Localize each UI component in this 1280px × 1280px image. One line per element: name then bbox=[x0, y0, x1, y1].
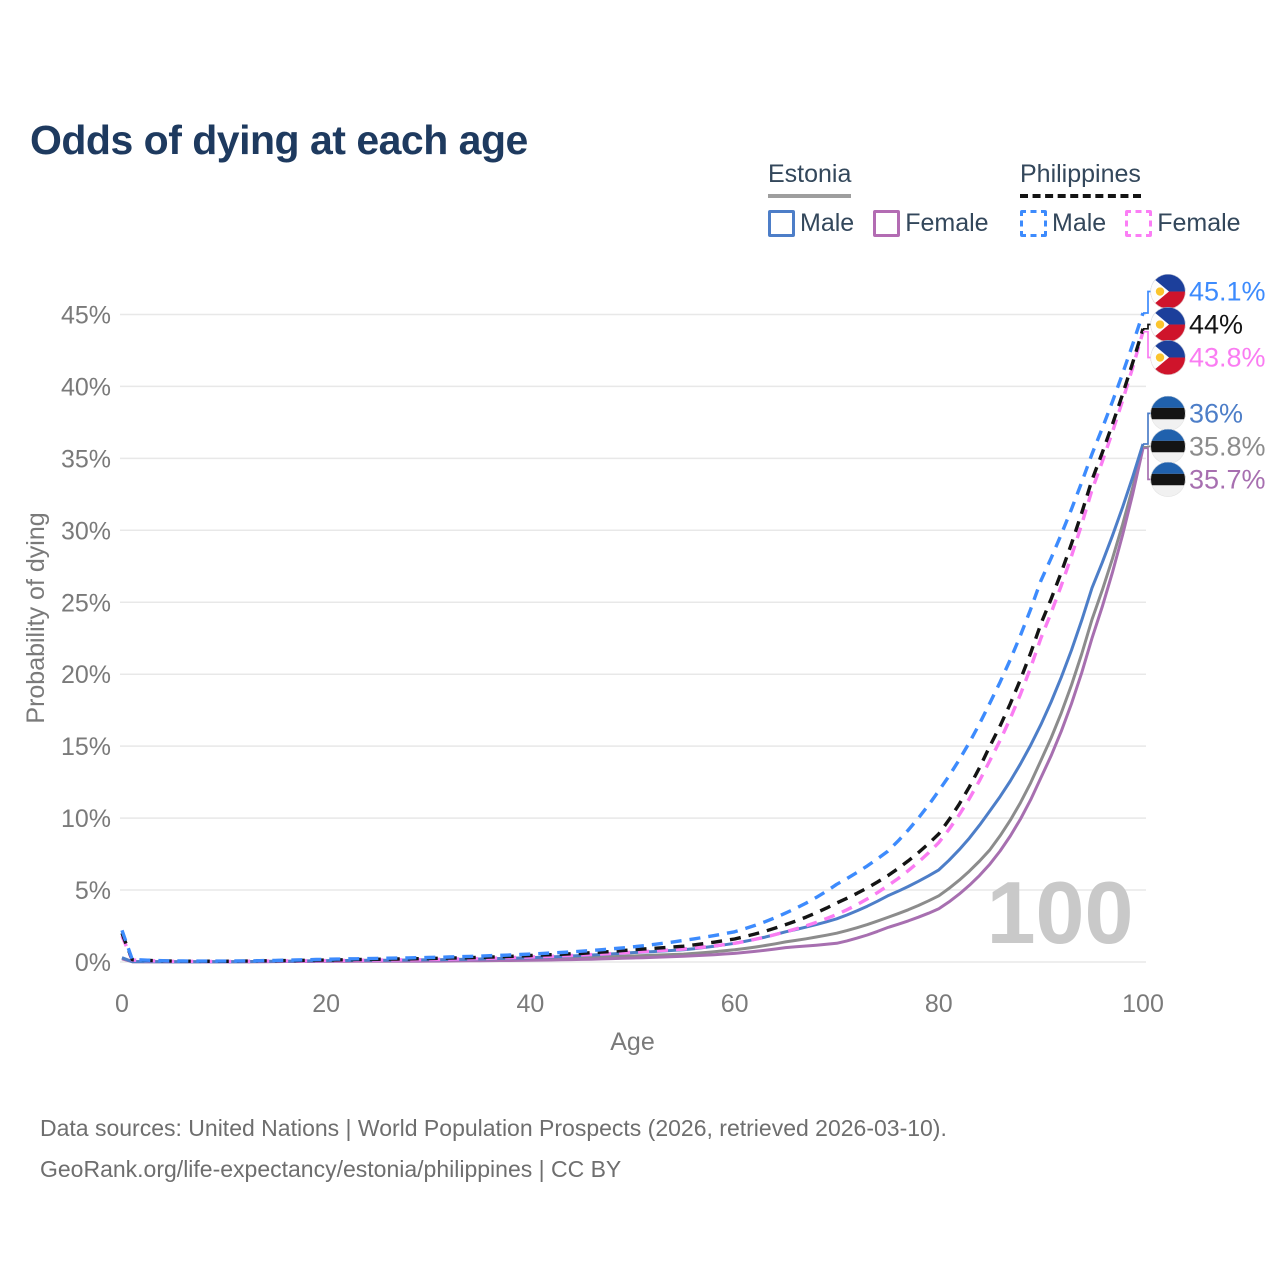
y-tick-40: 40% bbox=[61, 373, 111, 401]
legend-item-estonia-female: Female bbox=[873, 209, 989, 238]
x-tick-0: 0 bbox=[115, 990, 129, 1018]
legend-label: Male bbox=[800, 209, 855, 237]
end-value-estonia-male: 36% bbox=[1189, 398, 1243, 428]
philippines-flag-icon bbox=[1150, 307, 1186, 343]
estonia-female-swatch-icon bbox=[873, 210, 901, 237]
attribution-text: GeoRank.org/life-expectancy/estonia/phil… bbox=[40, 1156, 622, 1182]
x-tick-80: 80 bbox=[925, 990, 953, 1018]
y-tick-10: 10% bbox=[61, 805, 111, 833]
legend-country-estonia: Estonia bbox=[768, 160, 852, 198]
line-philippines-male bbox=[120, 312, 1145, 963]
y-tick-35: 35% bbox=[61, 445, 111, 473]
legend-item-estonia-male: Male bbox=[768, 209, 854, 238]
y-tick-25: 25% bbox=[61, 589, 111, 617]
legend-label: Female bbox=[905, 209, 989, 237]
y-tick-20: 20% bbox=[61, 661, 111, 689]
estonia-flag-icon bbox=[1150, 428, 1186, 464]
legend-item-philippines-female: Female bbox=[1125, 209, 1241, 238]
page-title: Odds of dying at each age bbox=[30, 117, 528, 164]
end-value-estonia-female: 35.7% bbox=[1189, 464, 1266, 494]
x-tick-20: 20 bbox=[312, 990, 340, 1018]
footer: Data sources: United Nations | World Pop… bbox=[40, 1108, 947, 1190]
philippines-male-swatch-icon bbox=[1020, 210, 1047, 237]
legend-country-philippines: Philippines bbox=[1020, 160, 1141, 198]
philippines-flag-icon bbox=[1150, 274, 1186, 310]
legend-group-philippines: Philippines Male Female bbox=[1020, 160, 1241, 238]
end-value-philippines-male: 45.1% bbox=[1189, 277, 1266, 307]
y-tick-45: 45% bbox=[61, 301, 111, 329]
end-value-philippines-average: 44% bbox=[1189, 310, 1243, 340]
legend-item-philippines-male: Male bbox=[1020, 209, 1106, 238]
y-tick-5: 5% bbox=[75, 877, 111, 905]
legend-label: Male bbox=[1052, 209, 1107, 237]
x-tick-60: 60 bbox=[721, 990, 749, 1018]
legend-group-estonia: Estonia Male Female bbox=[768, 160, 989, 238]
y-tick-0: 0% bbox=[75, 949, 111, 977]
estonia-flag-icon bbox=[1150, 461, 1186, 497]
y-tick-30: 30% bbox=[61, 517, 111, 545]
philippines-female-swatch-icon bbox=[1125, 210, 1153, 237]
x-tick-100: 100 bbox=[1122, 990, 1164, 1018]
x-axis-label: Age bbox=[610, 1028, 654, 1056]
data-sources-text: Data sources: United Nations | World Pop… bbox=[40, 1115, 947, 1141]
line-philippines-female bbox=[120, 331, 1145, 964]
philippines-flag-icon bbox=[1150, 340, 1186, 376]
estonia-male-swatch-icon bbox=[768, 210, 795, 237]
y-tick-15: 15% bbox=[61, 733, 111, 761]
estonia-flag-icon bbox=[1150, 395, 1186, 431]
age-indicator: 100 bbox=[987, 863, 1134, 962]
legend-label: Female bbox=[1157, 209, 1241, 237]
x-tick-40: 40 bbox=[516, 990, 544, 1018]
end-value-estonia-average: 35.8% bbox=[1189, 431, 1266, 461]
y-axis-label: Probability of dying bbox=[22, 512, 50, 723]
end-value-philippines-female: 43.8% bbox=[1189, 343, 1266, 373]
